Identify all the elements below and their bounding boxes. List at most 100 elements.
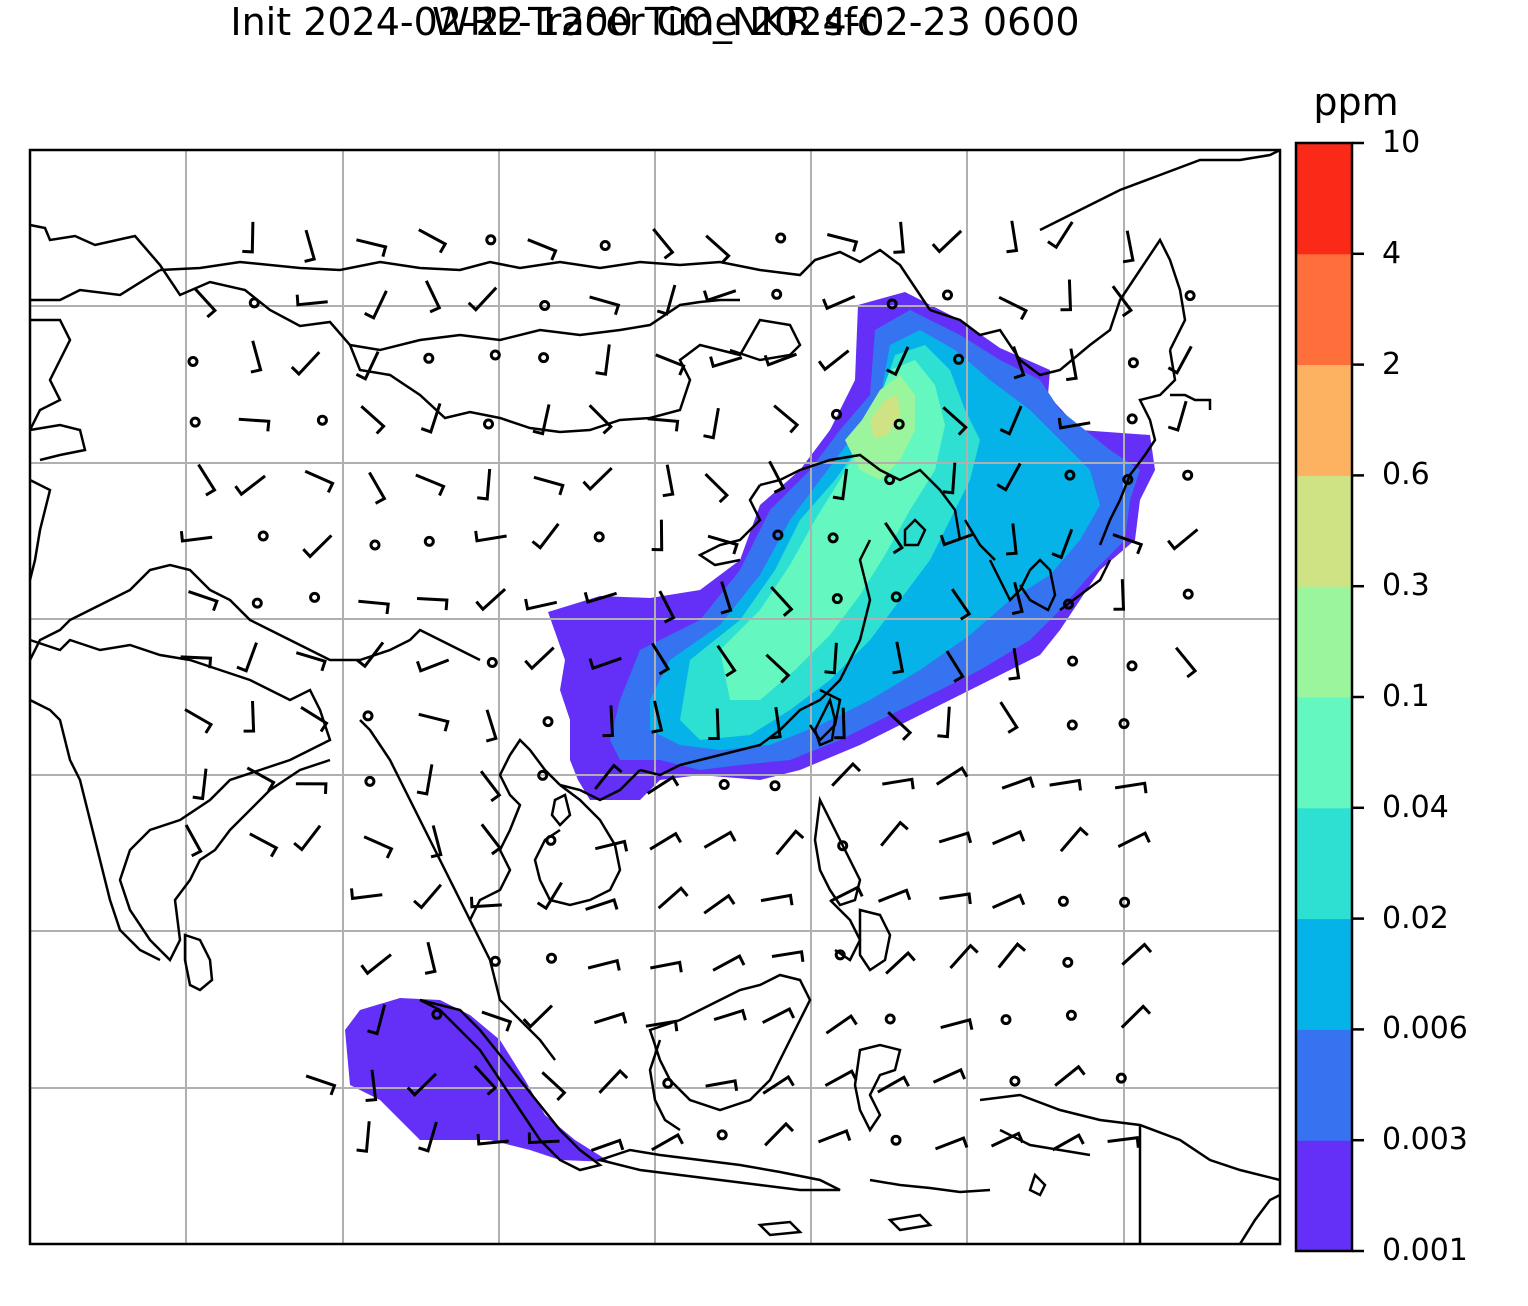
wind-barb	[1114, 781, 1148, 794]
wind-barb	[770, 706, 782, 740]
wind-barb	[302, 534, 333, 559]
wind-barb	[365, 1069, 378, 1102]
colorbar-segment	[1296, 1140, 1352, 1252]
wind-barb	[188, 590, 219, 612]
wind-barb	[1065, 348, 1078, 382]
wind-barb	[762, 1006, 796, 1024]
wind-barb	[593, 1011, 628, 1025]
wind-barb	[485, 709, 498, 743]
wind-barb	[931, 229, 963, 254]
wind-barb	[651, 700, 664, 734]
colorbar-segment	[1296, 697, 1352, 809]
calm-wind-marker	[369, 539, 381, 551]
colorbar	[1296, 141, 1364, 1253]
colorbar-tick-label: 0.006	[1382, 1011, 1468, 1047]
wind-barb	[290, 351, 321, 377]
wind-barb	[716, 644, 737, 678]
wind-barb	[656, 284, 677, 316]
colorbar-tick-label: 0.001	[1382, 1233, 1468, 1268]
wind-barb	[939, 892, 972, 905]
wind-barb	[1117, 831, 1151, 848]
calm-wind-marker	[716, 1129, 728, 1141]
wind-barb	[531, 522, 560, 550]
wind-barb	[587, 958, 621, 971]
wind-barb	[658, 590, 676, 624]
wind-barb	[594, 763, 623, 790]
calm-wind-marker	[257, 530, 269, 542]
wind-barb	[708, 708, 720, 740]
wind-barb	[598, 1068, 629, 1094]
wind-barb	[1121, 942, 1153, 966]
calm-wind-marker	[423, 535, 435, 547]
map-frame	[28, 148, 1282, 1246]
wind-barb	[594, 839, 629, 852]
wind-barb	[942, 462, 957, 495]
colorbar-segment	[1296, 253, 1352, 366]
wind-barb	[355, 350, 380, 381]
wind-barb	[720, 581, 733, 615]
wind-barb	[657, 886, 689, 910]
colorbar-tick-label: 2	[1382, 346, 1402, 382]
calm-wind-marker	[1065, 1009, 1077, 1021]
wind-barb	[184, 824, 203, 858]
calm-wind-marker	[837, 840, 849, 852]
wind-barb	[541, 1071, 567, 1101]
wind-barb	[773, 404, 800, 434]
calm-wind-markers	[187, 232, 1196, 1146]
map-title-line2: Init 2024-02-22 1200 Time 2024-02-23 060…	[230, 0, 1080, 44]
wind-barb	[649, 831, 683, 851]
calm-wind-marker	[942, 289, 953, 301]
wind-barb	[880, 820, 909, 847]
calm-wind-marker	[1009, 1075, 1021, 1087]
colorbar-tick-label: 0.04	[1382, 789, 1449, 825]
calm-wind-marker	[769, 780, 781, 792]
wind-barb	[522, 1004, 554, 1029]
wind-barb	[998, 295, 1029, 321]
wind-barb	[1120, 1004, 1152, 1029]
wind-barb	[1006, 220, 1019, 254]
wind-barb	[771, 950, 805, 962]
calm-wind-marker	[1115, 1072, 1127, 1084]
wind-barb	[293, 824, 322, 852]
wind-barb	[764, 1121, 795, 1147]
wind-barb	[246, 766, 276, 792]
colorbar-segment	[1296, 586, 1352, 698]
calm-wind-marker	[364, 775, 376, 787]
wind-barb	[650, 960, 683, 973]
wind-barb	[892, 641, 905, 675]
wind-barb	[932, 1067, 966, 1084]
calm-wind-marker	[1057, 895, 1069, 907]
colorbar-tick-label: 0.6	[1382, 457, 1430, 493]
wind-barb	[713, 1008, 747, 1022]
plume-level-0.3	[870, 395, 900, 438]
wind-barb	[193, 287, 218, 319]
wind-barb	[1059, 826, 1089, 853]
wind-barb	[424, 280, 442, 314]
coastlines-borders	[28, 148, 1281, 1245]
wind-barb	[703, 830, 737, 849]
co-tracer-fill	[345, 292, 1155, 1162]
wind-barb	[585, 897, 619, 911]
wind-barb	[1054, 1064, 1086, 1087]
wind-barb	[350, 888, 383, 901]
calm-wind-marker	[251, 597, 263, 609]
wind-barb	[830, 885, 864, 903]
wind-barb	[1051, 1133, 1085, 1152]
wind-barb	[368, 471, 387, 505]
wind-barb	[877, 888, 912, 903]
wind-barb	[582, 467, 613, 492]
colorbar-frame	[1294, 141, 1354, 1253]
wind-barb	[242, 221, 255, 254]
wind-barb	[1047, 221, 1074, 250]
calm-wind-marker	[593, 531, 605, 543]
wind-barb	[467, 286, 498, 312]
wind-barb	[1012, 346, 1026, 380]
colorbar-segment	[1296, 807, 1352, 920]
wind-barb	[702, 289, 737, 303]
wind-barb	[356, 1121, 371, 1153]
calm-wind-marker	[483, 418, 494, 430]
wind-barb	[475, 587, 507, 612]
colorbar-tick-label: 4	[1382, 235, 1402, 271]
wind-barb	[893, 221, 905, 254]
wind-barb	[406, 1072, 438, 1097]
